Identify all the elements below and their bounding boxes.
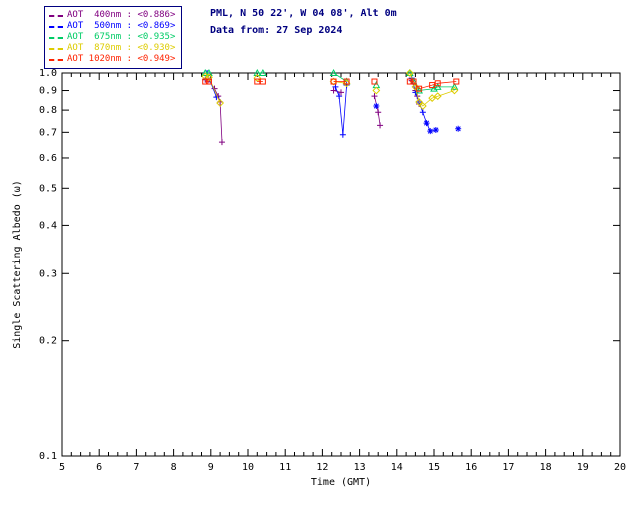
x-tick-label: 9 <box>208 462 214 473</box>
data-point-plus <box>338 89 344 96</box>
x-tick-label: 15 <box>428 462 440 473</box>
y-tick-label: 1.0 <box>39 68 57 79</box>
y-tick-label: 0.1 <box>39 451 57 462</box>
y-tick-label: 0.6 <box>39 153 57 164</box>
data-point-square <box>434 80 441 87</box>
x-tick-label: 6 <box>96 462 102 473</box>
x-tick-label: 8 <box>171 462 177 473</box>
data-point-square <box>343 78 350 85</box>
data-point-square <box>371 78 378 85</box>
data-point-asterisk <box>423 120 430 127</box>
data-point-square <box>429 82 436 89</box>
data-point-diamond <box>428 94 437 102</box>
data-point-square <box>410 78 417 85</box>
legend-label: AOT 400nm : <0.886> <box>67 10 176 20</box>
data-point-diamond <box>418 102 427 110</box>
data-point-square <box>406 78 413 85</box>
data-point-plus <box>419 109 426 116</box>
x-tick-label: 14 <box>391 462 403 473</box>
data-point-plus <box>371 93 378 100</box>
data-point-square <box>453 78 460 85</box>
data-point-square <box>259 78 266 85</box>
y-tick-label: 0.3 <box>39 268 57 279</box>
data-point-diamond <box>433 92 442 101</box>
data-point-plus <box>339 131 346 138</box>
x-tick-label: 12 <box>316 462 328 473</box>
legend-line-sample-icon <box>49 58 63 61</box>
legend-line-sample-icon <box>49 36 63 39</box>
series-line <box>409 81 457 90</box>
x-tick-label: 16 <box>465 462 477 473</box>
x-tick-label: 19 <box>577 462 589 473</box>
x-tick-label: 5 <box>59 462 65 473</box>
data-point-diamond <box>372 86 381 95</box>
series-line <box>335 85 347 135</box>
data-point-plus <box>377 122 384 129</box>
y-tick-label: 0.8 <box>39 105 57 116</box>
data-point-plus <box>218 139 225 146</box>
legend-label: AOT 1020nm : <0.949> <box>67 54 176 64</box>
plot-frame <box>61 72 621 457</box>
date-info: Data from: 27 Sep 2024 <box>210 25 343 36</box>
y-tick-label: 0.9 <box>39 86 57 97</box>
x-tick-label: 18 <box>540 462 552 473</box>
data-point-square <box>416 85 423 92</box>
x-tick-label: 10 <box>242 462 254 473</box>
data-point-square <box>330 78 337 85</box>
y-axis-title: Single Scattering Albedo (ω) <box>12 180 23 349</box>
data-point-diamond <box>415 98 424 106</box>
data-point-plus <box>332 83 339 90</box>
legend-item: AOT 400nm : <0.886> <box>49 10 175 21</box>
y-tick-label: 0.2 <box>39 336 57 347</box>
data-point-diamond <box>205 73 213 82</box>
legend-line-sample-icon <box>49 25 63 28</box>
x-tick-label: 7 <box>133 462 139 473</box>
data-point-asterisk <box>432 126 439 133</box>
data-point-square <box>202 78 209 85</box>
x-tick-label: 11 <box>279 462 291 473</box>
legend-item: AOT 500nm : <0.869> <box>49 21 175 32</box>
x-tick-label: 20 <box>614 462 626 473</box>
legend-label: AOT 870nm : <0.930> <box>67 43 176 53</box>
data-point-triangle <box>450 82 459 90</box>
data-point-triangle <box>205 68 213 76</box>
data-point-triangle <box>415 86 423 94</box>
y-tick-label: 0.4 <box>39 220 57 231</box>
data-point-triangle <box>259 68 267 76</box>
legend-label: AOT 500nm : <0.869> <box>67 21 176 31</box>
y-tick-label: 0.7 <box>39 127 57 138</box>
data-point-triangle <box>329 68 338 76</box>
legend-item: AOT 1020nm : <0.949> <box>49 54 175 65</box>
x-tick-label: 13 <box>354 462 366 473</box>
data-point-diamond <box>216 99 225 107</box>
legend-item: AOT 870nm : <0.930> <box>49 43 175 54</box>
data-point-triangle <box>433 82 442 90</box>
data-point-triangle <box>201 68 210 76</box>
data-point-square <box>205 78 212 85</box>
legend-line-sample-icon <box>49 14 63 17</box>
series-line <box>409 72 455 107</box>
legend-box: AOT 400nm : <0.886> AOT 500nm : <0.869> AO… <box>44 6 183 69</box>
data-point-square <box>254 78 261 85</box>
data-point-plus <box>330 87 337 94</box>
data-point-plus <box>336 93 343 100</box>
data-point-diamond <box>405 69 414 77</box>
legend-item: AOT 675nm : <0.935> <box>49 32 175 43</box>
x-axis-title: Time (GMT) <box>311 477 371 488</box>
data-point-asterisk <box>427 128 434 135</box>
x-tick-label: 17 <box>502 462 514 473</box>
series-line <box>374 96 381 126</box>
site-info: PML, N 50 22', W 04 08', Alt 0m <box>210 8 397 19</box>
data-point-asterisk <box>373 103 380 110</box>
legend-line-sample-icon <box>49 47 63 50</box>
legend-label: AOT 675nm : <0.935> <box>67 32 176 42</box>
y-tick-label: 0.5 <box>39 183 57 194</box>
data-point-diamond <box>450 86 459 95</box>
data-point-asterisk <box>455 125 462 132</box>
data-point-plus <box>375 109 382 116</box>
